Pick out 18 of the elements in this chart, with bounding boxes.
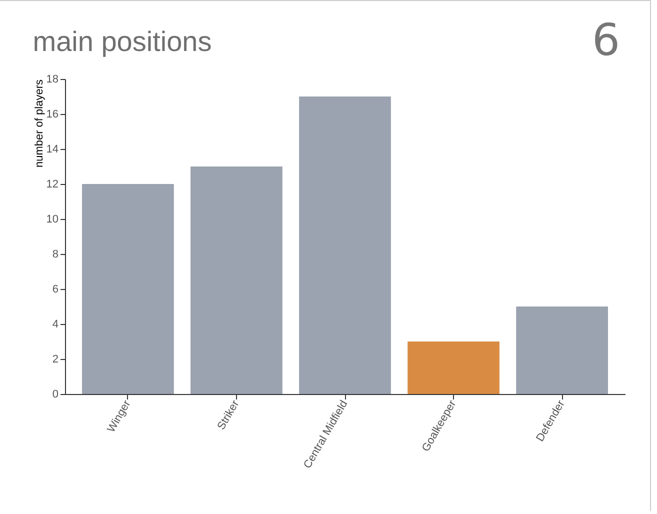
text: 6 (592, 15, 620, 66)
y-tick-label: 8 (52, 248, 58, 260)
y-tick-label: 0 (52, 388, 58, 400)
y-tick-label: 14 (46, 144, 58, 156)
y-tick-label: 4 (52, 318, 58, 330)
y-tick-label: 10 (46, 214, 58, 226)
bar (299, 96, 391, 394)
y-tick-label: 6 (52, 284, 58, 296)
bar (408, 342, 500, 394)
y-tick-label: 18 (46, 74, 58, 86)
chart-title: main positions (32, 26, 212, 57)
y-tick-label: 16 (46, 108, 58, 120)
y-tick-label: 12 (46, 178, 58, 190)
bar (516, 306, 608, 394)
bar (82, 184, 174, 394)
y-tick-label: 2 (52, 354, 58, 366)
y-axis-title: number of players (33, 79, 46, 168)
bar (190, 166, 282, 394)
